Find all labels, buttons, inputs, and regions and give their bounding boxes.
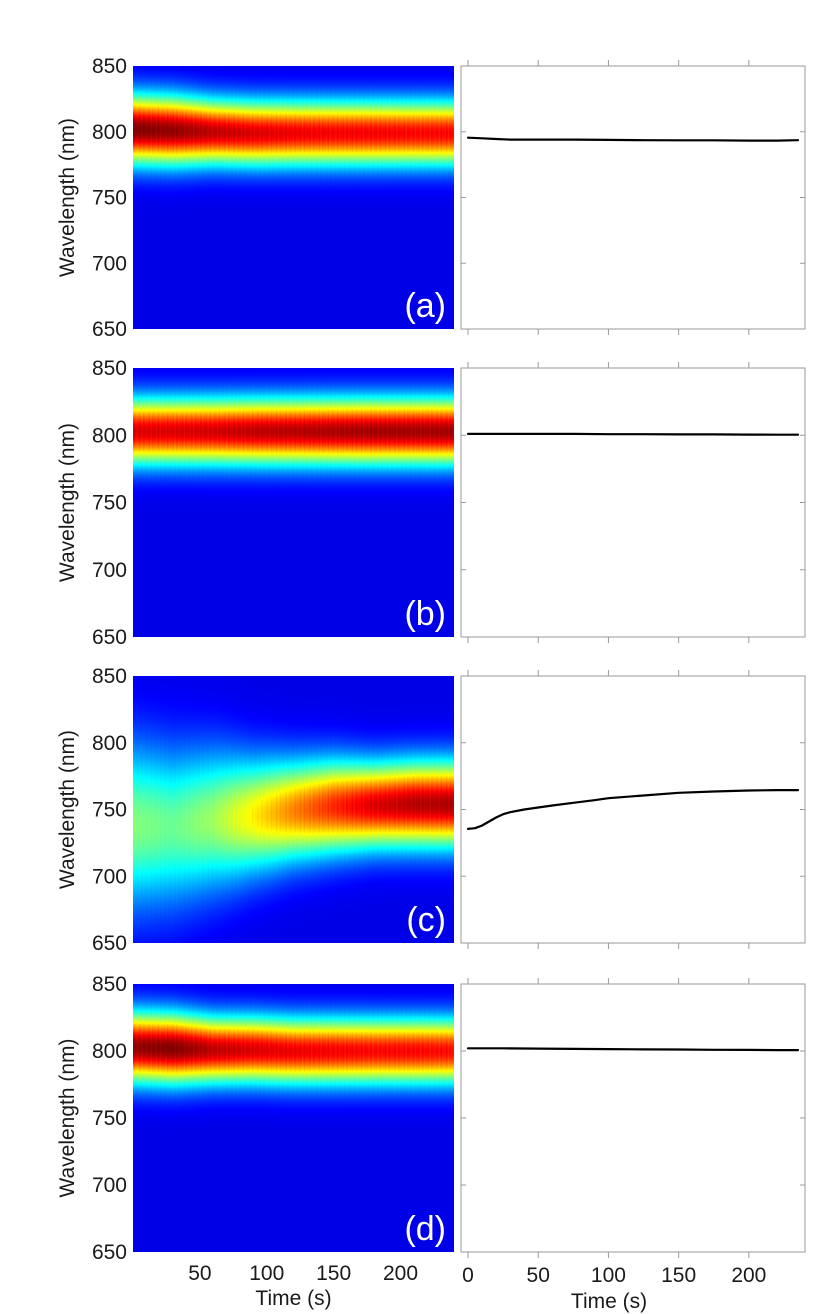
heatmap-b-y-tick-label: 700 xyxy=(92,559,127,582)
heatmap-a-y-tick-label: 800 xyxy=(92,121,127,144)
heatmap-c-y-tick-label: 700 xyxy=(92,865,127,888)
heatmap-a-y-tick-label: 750 xyxy=(92,187,127,210)
panel-label-a: (a) xyxy=(404,287,446,325)
line-plot-a-trace xyxy=(466,136,800,142)
heatmap-d-x-tick-label: 150 xyxy=(316,1262,351,1285)
heatmap-a-y-tick-label: 850 xyxy=(92,55,127,78)
heatmap-c-y-tick-label: 800 xyxy=(92,732,127,755)
heatmap-b-y-tick-label: 800 xyxy=(92,424,127,447)
heatmap-d-y-tick-label: 850 xyxy=(92,973,127,996)
heatmap-a xyxy=(133,66,454,329)
line-plot-b-trace xyxy=(466,432,800,436)
line-plot-d-frame xyxy=(460,983,806,1253)
heatmap-c-y-axis-label: Wavelength (nm) xyxy=(56,730,79,889)
heatmap-d-y-axis-label: Wavelength (nm) xyxy=(56,1038,79,1197)
line-plot-d-trace xyxy=(466,1047,800,1052)
panel-label-d: (d) xyxy=(404,1210,446,1248)
heatmap-d-y-tick-label: 650 xyxy=(92,1241,127,1264)
line-plot-a-frame xyxy=(460,65,806,330)
line-plot-d-x-tick-label: 200 xyxy=(731,1264,766,1287)
heatmap-d-y-tick-label: 750 xyxy=(92,1107,127,1130)
heatmap-c xyxy=(133,676,454,943)
heatmap-a-y-axis-label: Wavelength (nm) xyxy=(56,118,79,277)
heatmap-b-y-axis-label: Wavelength (nm) xyxy=(56,423,79,582)
line-plot-d-x-tick-label: 50 xyxy=(527,1264,550,1287)
heatmap-d xyxy=(133,984,454,1252)
heatmap-c-y-tick-label: 850 xyxy=(92,665,127,688)
line-plot-c-frame xyxy=(460,675,806,944)
panel-label-c: (c) xyxy=(406,901,446,939)
heatmap-d-x-tick-label: 200 xyxy=(383,1262,418,1285)
heatmap-d-x-tick-label: 100 xyxy=(249,1262,284,1285)
heatmap-c-y-tick-label: 650 xyxy=(92,932,127,955)
heatmap-a-y-tick-label: 650 xyxy=(92,318,127,341)
heatmap-b-y-tick-label: 650 xyxy=(92,626,127,649)
heatmap-c-y-tick-label: 750 xyxy=(92,799,127,822)
line-plot-d-x-tick-label: 0 xyxy=(462,1264,474,1287)
line-plot-d-x-tick-label: 100 xyxy=(591,1264,626,1287)
panel-label-b: (b) xyxy=(404,595,446,633)
heatmap-d-x-axis-label: Time (s) xyxy=(255,1287,331,1310)
line-plot-d-x-tick-label: 150 xyxy=(661,1264,696,1287)
line-plot-c-trace xyxy=(466,789,800,830)
line-plot-d-x-axis-label: Time (s) xyxy=(571,1290,647,1313)
heatmap-d-x-tick-label: 50 xyxy=(188,1262,211,1285)
heatmap-b xyxy=(133,368,454,637)
heatmap-b-y-tick-label: 850 xyxy=(92,357,127,380)
heatmap-d-y-tick-label: 800 xyxy=(92,1040,127,1063)
heatmap-d-y-tick-label: 700 xyxy=(92,1174,127,1197)
heatmap-a-y-tick-label: 700 xyxy=(92,252,127,275)
heatmap-b-y-tick-label: 750 xyxy=(92,492,127,515)
line-plot-b-frame xyxy=(460,367,806,638)
